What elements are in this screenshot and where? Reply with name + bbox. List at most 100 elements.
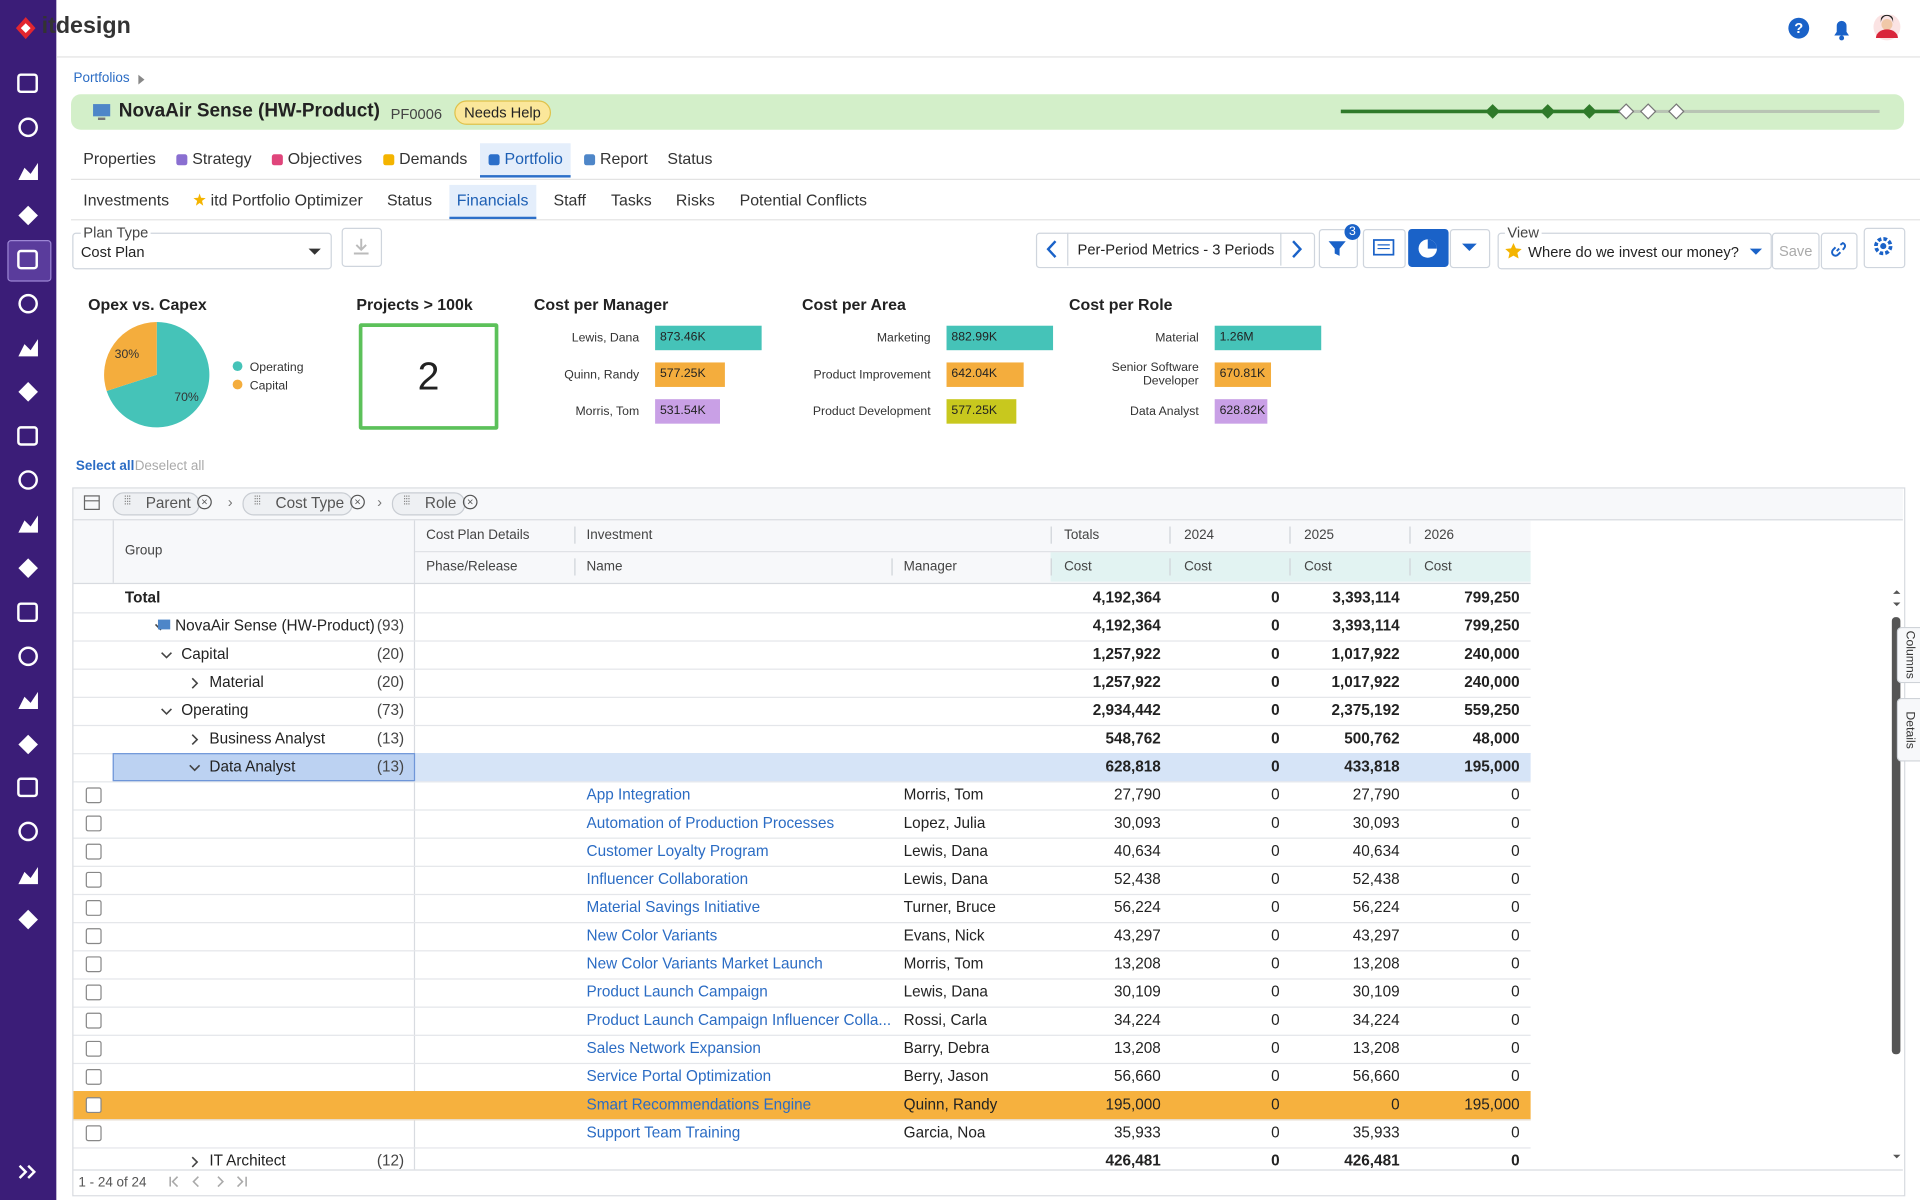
subtab[interactable]: Tasks <box>611 191 652 210</box>
table-row[interactable]: App Integration Morris, Tom 27,790 0 27,790 0 <box>73 781 1531 811</box>
subtab[interactable]: Risks <box>675 191 715 210</box>
table-row[interactable]: Operating (73) 2,934,442 0 2,375,192 559,250 <box>73 697 1531 727</box>
investment-name[interactable]: Material Savings Initiative <box>586 898 761 916</box>
table-row[interactable]: Data Analyst (13) 628,818 0 433,818 195,000 <box>73 753 1531 783</box>
bar-label: Product Improvement <box>813 367 931 382</box>
nav-icon <box>18 293 38 314</box>
cell-value: 2,934,442 <box>1092 701 1161 719</box>
cell-value: 0 <box>1511 955 1520 973</box>
table-row[interactable]: Support Team Training Garcia, Noa 35,933 0 3… <box>73 1119 1531 1149</box>
deselect-all[interactable]: Deselect all <box>134 459 205 474</box>
table-row[interactable]: Total 4,192,364 0 3,393,114 799,250 <box>73 584 1531 614</box>
investment-name[interactable]: Automation of Production Processes <box>586 814 835 832</box>
cell-value: 0 <box>1511 814 1520 832</box>
checkbox[interactable] <box>85 1125 102 1142</box>
table-row[interactable]: Product Launch Campaign Influencer Colla… <box>73 1007 1531 1036</box>
select-all[interactable]: Select all <box>75 459 135 474</box>
table-row[interactable]: Customer Loyalty Program Lewis, Dana 40,63… <box>73 838 1531 867</box>
group-count: (12) <box>376 1152 405 1170</box>
investment-name[interactable]: New Color Variants <box>586 926 718 945</box>
checkbox[interactable] <box>85 843 102 860</box>
table-row[interactable]: Material Savings Initiative Turner, Bruce… <box>73 894 1531 924</box>
subtab[interactable]: Investments <box>83 191 170 210</box>
table-row[interactable]: Influencer Collaboration Lewis, Dana 52,43… <box>73 866 1531 896</box>
bar <box>1214 325 1322 351</box>
expander[interactable] <box>160 705 172 717</box>
table-row[interactable]: Capital (20) 1,257,922 0 1,017,922 240,000 <box>73 640 1531 670</box>
cell-value: 13,208 <box>1113 1039 1161 1057</box>
checkbox[interactable] <box>85 1068 102 1085</box>
investment-name[interactable]: App Integration <box>586 786 691 804</box>
checkbox[interactable] <box>85 815 102 832</box>
cell-value: 0 <box>1271 757 1280 776</box>
table-row[interactable]: Automation of Production Processes Lopez,… <box>73 809 1531 839</box>
period-nav[interactable] <box>1035 232 1316 269</box>
chip-remove[interactable]: × <box>197 494 212 510</box>
investment-name[interactable]: Sales Network Expansion <box>586 1039 761 1057</box>
checkbox[interactable] <box>85 1040 102 1057</box>
investment-name[interactable]: Service Portal Optimization <box>586 1067 772 1085</box>
table-row[interactable]: Smart Recommendations Engine Quinn, Randy… <box>73 1091 1531 1121</box>
scrollbar[interactable] <box>1891 617 1901 1055</box>
tab[interactable]: Strategy <box>192 149 252 168</box>
chip-remove[interactable]: × <box>462 494 478 510</box>
group-count: (13) <box>376 757 405 776</box>
subtab[interactable]: Financials <box>449 184 536 220</box>
table-row[interactable]: Sales Network Expansion Barry, Debra 13,20… <box>73 1035 1531 1065</box>
table-row[interactable]: New Color Variants Market Launch Morris, … <box>73 950 1531 980</box>
table-row[interactable]: NovaAir Sense (HW-Product) (93) 4,192,364 0… <box>73 612 1531 642</box>
tab[interactable]: Demands <box>399 149 468 168</box>
link-button[interactable] <box>1820 232 1858 270</box>
investment-name[interactable]: Support Team Training <box>586 1124 741 1142</box>
tab[interactable]: Properties <box>83 149 156 168</box>
group-chip[interactable]: Cost Type <box>242 492 353 516</box>
investment-name[interactable]: New Color Variants Market Launch <box>586 955 823 973</box>
investment-name[interactable]: Smart Recommendations Engine <box>586 1095 812 1114</box>
table-row[interactable]: New Color Variants Evans, Nick 43,297 0 43,2… <box>73 922 1531 952</box>
subtab[interactable]: Potential Conflicts <box>739 191 868 210</box>
subtab[interactable]: itd Portfolio Optimizer <box>210 191 363 210</box>
side-tab[interactable]: Columns <box>1896 626 1920 684</box>
table-row[interactable]: Service Portal Optimization Berry, Jason 5… <box>73 1063 1531 1093</box>
investment-name[interactable]: Product Launch Campaign Influencer Colla… <box>586 1011 892 1029</box>
bar-value: 628.82K <box>1219 404 1266 418</box>
checkbox[interactable] <box>85 928 102 945</box>
widget-title: Projects > 100k <box>356 295 473 314</box>
investment-name[interactable]: Influencer Collaboration <box>586 870 749 888</box>
checkbox[interactable] <box>85 871 102 888</box>
subtab[interactable]: Staff <box>553 191 586 210</box>
tab[interactable]: Portfolio <box>480 143 571 178</box>
investment-name[interactable]: Customer Loyalty Program <box>586 842 769 860</box>
pager-buttons[interactable] <box>167 1174 255 1189</box>
investment-name[interactable]: Product Launch Campaign <box>586 983 768 1001</box>
tab[interactable]: Status <box>667 149 713 168</box>
table-row[interactable]: Material (20) 1,257,922 0 1,017,922 240,000 <box>73 669 1531 698</box>
logo-icon <box>15 17 36 40</box>
checkbox[interactable] <box>85 787 102 804</box>
table-row[interactable]: Product Launch Campaign Lewis, Dana 30,109… <box>73 978 1531 1008</box>
checkbox[interactable] <box>85 900 102 916</box>
expander[interactable] <box>189 1156 201 1168</box>
group-chip[interactable]: Role <box>391 492 465 516</box>
nav-icon <box>18 646 38 667</box>
checkbox[interactable] <box>85 956 102 973</box>
cell-value: 1,257,922 <box>1092 673 1161 691</box>
checkbox[interactable] <box>85 1012 102 1029</box>
tab[interactable]: Objectives <box>287 149 363 168</box>
view-select[interactable] <box>1497 232 1772 270</box>
expander[interactable] <box>160 649 172 661</box>
expander[interactable] <box>189 733 201 746</box>
side-tab[interactable]: Details <box>1896 697 1920 762</box>
cell-value: 1,017,922 <box>1331 645 1400 663</box>
breadcrumb[interactable]: Portfolios <box>73 71 130 86</box>
chip-remove[interactable]: × <box>350 494 365 510</box>
table-row[interactable]: Business Analyst (13) 548,762 0 500,762 48,00… <box>73 725 1531 755</box>
save-button[interactable]: Save <box>1771 232 1820 270</box>
checkbox[interactable] <box>85 984 102 1001</box>
checkbox[interactable] <box>85 1097 102 1114</box>
subtab[interactable]: Status <box>386 191 433 210</box>
tab[interactable]: Report <box>600 149 648 168</box>
expander[interactable] <box>189 677 201 689</box>
expander[interactable] <box>189 762 201 774</box>
cell-value: 0 <box>1271 1067 1280 1085</box>
